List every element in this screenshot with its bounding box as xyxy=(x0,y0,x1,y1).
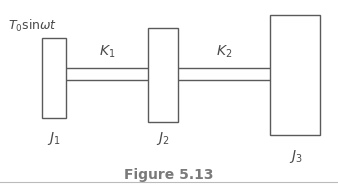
Bar xyxy=(42,38,66,118)
Text: $K_2$: $K_2$ xyxy=(216,44,232,60)
Text: $T_0$sin$\omega t$: $T_0$sin$\omega t$ xyxy=(8,18,57,34)
Text: $J_3$: $J_3$ xyxy=(289,148,303,165)
Bar xyxy=(148,28,178,122)
Text: $J_1$: $J_1$ xyxy=(47,130,61,147)
Bar xyxy=(270,15,320,135)
Text: $J_2$: $J_2$ xyxy=(156,130,170,147)
Text: Figure 5.13: Figure 5.13 xyxy=(124,168,214,182)
Text: $K_1$: $K_1$ xyxy=(99,44,115,60)
